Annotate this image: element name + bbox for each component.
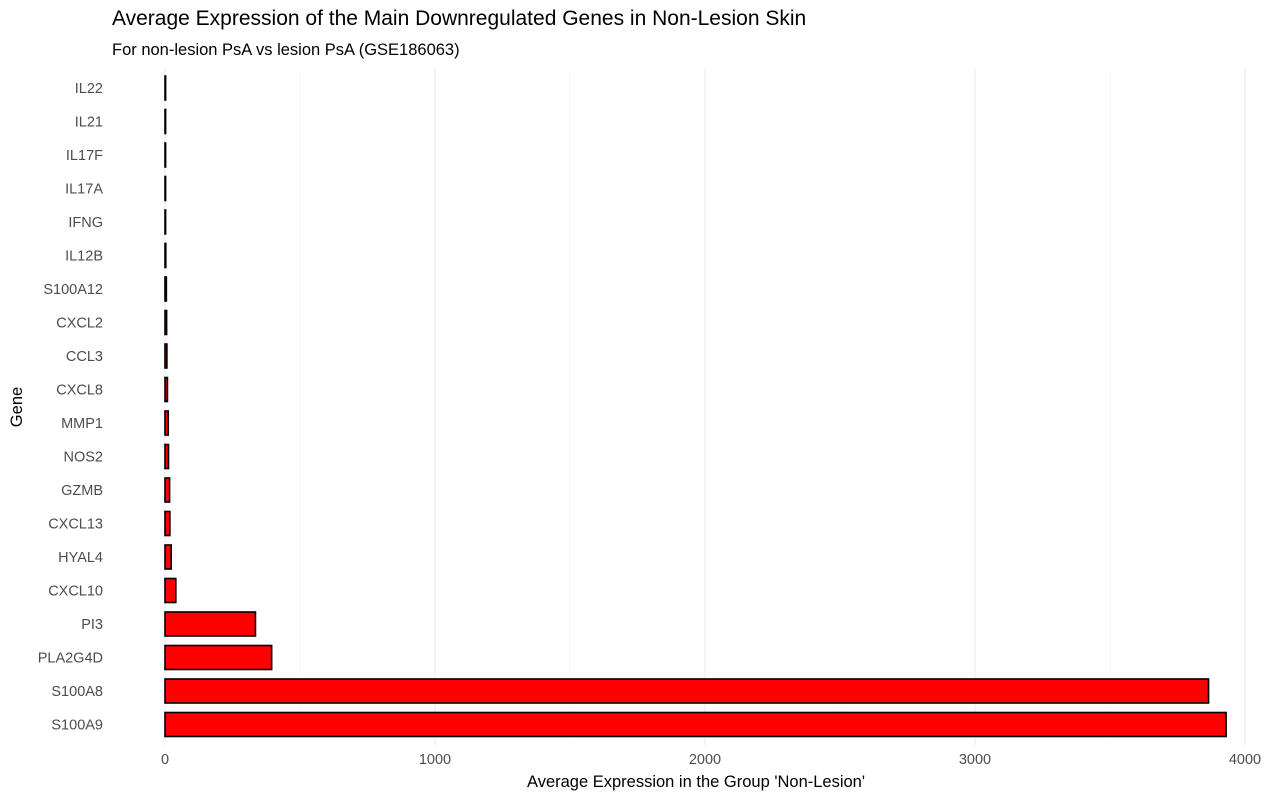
bar-il12b [164,242,167,269]
y-tick-label-il17f: IL17F [66,148,103,164]
x-tick-label-3000: 3000 [959,752,991,768]
x-axis-title: Average Expression in the Group 'Non-Les… [527,773,865,791]
bar-cxcl2 [164,309,168,336]
bar-il17f [164,142,167,168]
y-axis-title: Gene [8,387,26,427]
y-tick-label-il12b: IL12B [65,249,103,265]
y-tick-label-s100a8: S100A8 [51,684,103,700]
y-tick-label-cxcl2: CXCL2 [56,316,103,332]
grid-lines [164,68,1246,745]
y-tick-label-cxcl13: CXCL13 [48,517,103,533]
y-tick-label-pi3: PI3 [81,617,103,633]
bar-pi3 [164,611,257,637]
bar-s100a12 [164,276,168,302]
y-tick-label-nos2: NOS2 [64,450,104,466]
bars [164,75,1227,738]
y-tick-label-il22: IL22 [75,81,103,97]
bar-cxcl10 [164,577,177,604]
y-tick-label-ifng: IFNG [68,215,103,231]
y-tick-label-s100a9: S100A9 [51,718,103,734]
x-tick-label-0: 0 [161,752,169,768]
y-tick-label-cxcl10: CXCL10 [48,584,103,600]
bar-nos2 [164,443,170,470]
bar-hyal4 [164,544,173,570]
bar-cxcl13 [164,510,171,537]
y-tick-label-cxcl8: CXCL8 [56,383,103,399]
y-tick-label-pla2g4d: PLA2G4D [38,651,103,667]
y-tick-label-s100a12: S100A12 [43,282,103,298]
bar-s100a8 [164,678,1210,704]
chart-title: Average Expression of the Main Downregul… [112,7,806,30]
x-tick-label-2000: 2000 [689,752,721,768]
x-tick-label-4000: 4000 [1229,752,1261,768]
bar-gzmb [164,477,171,503]
y-tick-labels: IL22 IL21 IL17F IL17A IFNG IL12B S100A12 CXCL2 C… [38,81,104,734]
x-tick-labels: 0 1000 2000 3000 4000 [161,752,1261,768]
y-tick-label-gzmb: GZMB [61,483,103,499]
bar-ifng [164,209,167,235]
bar-il17a [164,175,167,202]
bar-ccl3 [164,343,168,369]
bar-cxcl8 [164,376,169,403]
y-tick-label-il17a: IL17A [65,182,103,198]
y-tick-label-hyal4: HYAL4 [58,550,103,566]
chart-subtitle: For non-lesion PsA vs lesion PsA (GSE186… [112,41,460,59]
bar-il21 [164,108,167,135]
bar-il22 [164,75,167,101]
y-tick-label-mmp1: MMP1 [61,416,103,432]
x-tick-label-1000: 1000 [419,752,451,768]
y-tick-label-il21: IL21 [75,115,103,131]
y-tick-label-ccl3: CCL3 [66,349,103,365]
bar-mmp1 [164,410,170,436]
bar-pla2g4d [164,644,273,671]
bar-s100a9 [164,711,1227,738]
